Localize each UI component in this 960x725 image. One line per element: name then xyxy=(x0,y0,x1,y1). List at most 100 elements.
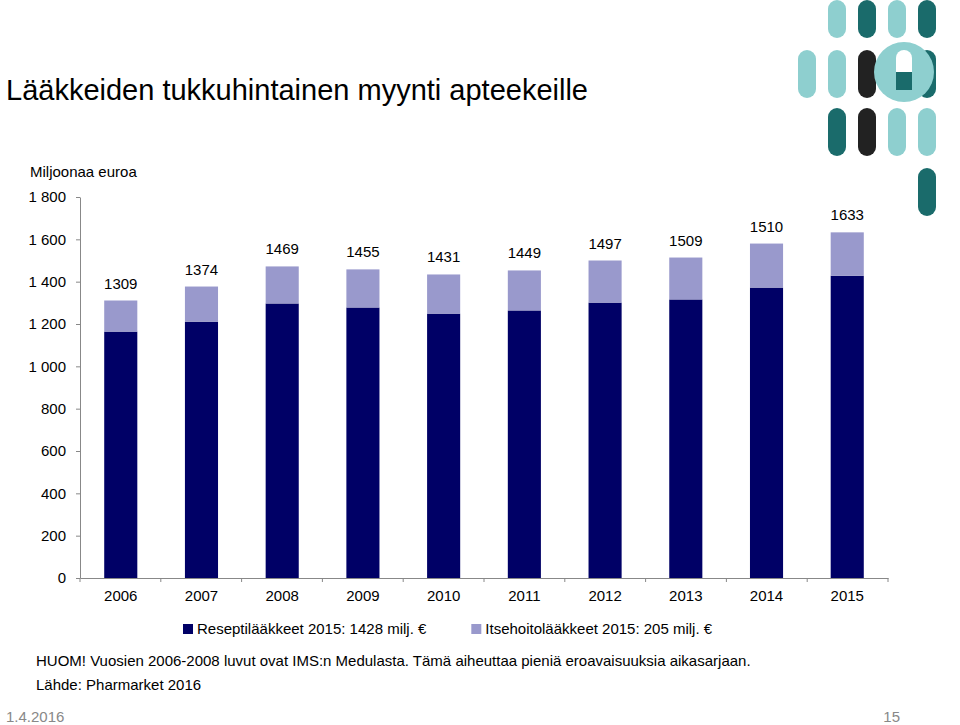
legend-label: Reseptilääkkeet 2015: 1428 milj. € xyxy=(197,620,427,637)
x-tick-label: 2006 xyxy=(104,587,137,604)
bar-segment xyxy=(508,310,541,578)
bar-segment xyxy=(831,232,864,275)
y-tick-label: 1 600 xyxy=(28,231,66,248)
y-tick-mark xyxy=(76,493,80,494)
pill-icon xyxy=(896,72,912,90)
y-tick: 1 600 xyxy=(28,231,80,248)
total-labels: 1309137414691455143114491497150915101633 xyxy=(104,206,864,291)
title: Lääkkeiden tukkuhintainen myynti apteeke… xyxy=(6,74,588,106)
bar-segment xyxy=(185,322,218,578)
page-number: 15 xyxy=(883,708,900,725)
bar-segment xyxy=(669,258,702,300)
note: HUOM! Vuosien 2006-2008 luvut ovat IMS:n… xyxy=(36,652,751,669)
chart: Lääkkeiden tukkuhintainen myynti apteeke… xyxy=(0,0,960,725)
pill-icon xyxy=(828,108,846,156)
x-tick: 2010 xyxy=(427,587,460,604)
y-tick: 200 xyxy=(41,527,80,544)
x-separator xyxy=(160,578,161,582)
y-axis: 02004006008001 0001 2001 4001 6001 800 xyxy=(28,188,80,586)
total-label: 1449 xyxy=(508,244,541,261)
bar-segment xyxy=(104,301,137,332)
bar-segment xyxy=(185,287,218,322)
x-tick: 2007 xyxy=(185,587,218,604)
x-separator xyxy=(80,578,81,582)
bar-segment xyxy=(831,276,864,578)
x-tick: 2012 xyxy=(588,587,621,604)
bar-segment xyxy=(750,288,783,578)
y-tick-label: 600 xyxy=(41,442,66,459)
footer-date: 1.4.2016 xyxy=(6,708,64,725)
x-separators xyxy=(80,578,888,582)
legend-swatch xyxy=(183,624,193,634)
pill-icon xyxy=(858,0,876,38)
pill-icon xyxy=(918,168,936,216)
x-axis: 2006200720082009201020112012201320142015 xyxy=(81,579,889,604)
y-tick-mark xyxy=(76,451,80,452)
y-tick-label: 400 xyxy=(41,485,66,502)
x-separator xyxy=(645,578,646,582)
total-label: 1469 xyxy=(266,240,299,257)
x-tick-label: 2015 xyxy=(831,587,864,604)
x-tick-label: 2011 xyxy=(508,587,540,604)
y-tick-label: 800 xyxy=(41,400,66,417)
y-tick: 400 xyxy=(41,485,80,502)
x-separator xyxy=(322,578,323,582)
legend: Reseptilääkkeet 2015: 1428 milj. € Itseho… xyxy=(183,620,713,637)
bar-segment xyxy=(427,314,460,578)
total-label: 1509 xyxy=(669,232,702,249)
bar-segment xyxy=(266,303,299,578)
bar-segment xyxy=(346,269,379,307)
total-label: 1455 xyxy=(346,243,379,260)
x-tick: 2014 xyxy=(750,587,783,604)
series-1 xyxy=(104,232,864,331)
y-tick-mark xyxy=(76,282,80,283)
x-tick: 2009 xyxy=(346,587,379,604)
note: Lähde: Pharmarket 2016 xyxy=(36,676,201,693)
y-tick-label: 1 000 xyxy=(28,358,66,375)
y-tick: 0 xyxy=(58,569,80,586)
legend-label: Itsehoitolääkkeet 2015: 205 milj. € xyxy=(485,620,712,637)
total-label: 1309 xyxy=(104,275,137,292)
y-tick-label: 1 400 xyxy=(28,273,66,290)
y-tick-label: 200 xyxy=(41,527,66,544)
pill-icon xyxy=(896,50,912,90)
bar-segment xyxy=(266,266,299,303)
x-tick-label: 2007 xyxy=(185,587,218,604)
x-separator xyxy=(403,578,404,582)
x-tick-label: 2009 xyxy=(346,587,379,604)
total-label: 1374 xyxy=(185,261,218,278)
pill-icon xyxy=(888,108,906,156)
bar-segment xyxy=(750,244,783,288)
x-tick: 2008 xyxy=(266,587,299,604)
y-tick-label: 0 xyxy=(58,569,66,586)
y-tick-mark xyxy=(76,239,80,240)
pill-icon xyxy=(798,50,816,98)
y-tick: 1 000 xyxy=(28,358,80,375)
total-label: 1633 xyxy=(831,206,864,223)
y-tick-mark xyxy=(76,366,80,367)
x-separator xyxy=(484,578,485,582)
legend-swatch xyxy=(471,624,481,634)
pill-icon xyxy=(858,50,876,98)
y-tick-mark xyxy=(76,578,80,579)
x-separator xyxy=(241,578,242,582)
pill-icon xyxy=(828,50,846,98)
y-tick: 1 800 xyxy=(28,188,80,205)
y-tick-mark xyxy=(76,324,80,325)
bar-segment xyxy=(589,303,622,578)
decoration xyxy=(798,0,936,216)
x-tick-label: 2008 xyxy=(266,587,299,604)
pill-icon xyxy=(888,0,906,38)
x-tick: 2006 xyxy=(104,587,137,604)
x-tick-label: 2014 xyxy=(750,587,783,604)
x-tick-label: 2010 xyxy=(427,587,460,604)
y-tick-mark xyxy=(76,536,80,537)
x-tick: 2011 xyxy=(508,587,540,604)
total-label: 1431 xyxy=(427,248,460,265)
series-0 xyxy=(104,276,864,578)
y-tick-label: 1 800 xyxy=(28,188,66,205)
x-separator xyxy=(888,578,889,582)
x-tick: 2015 xyxy=(831,587,864,604)
y-tick: 800 xyxy=(41,400,80,417)
x-separator xyxy=(807,578,808,582)
